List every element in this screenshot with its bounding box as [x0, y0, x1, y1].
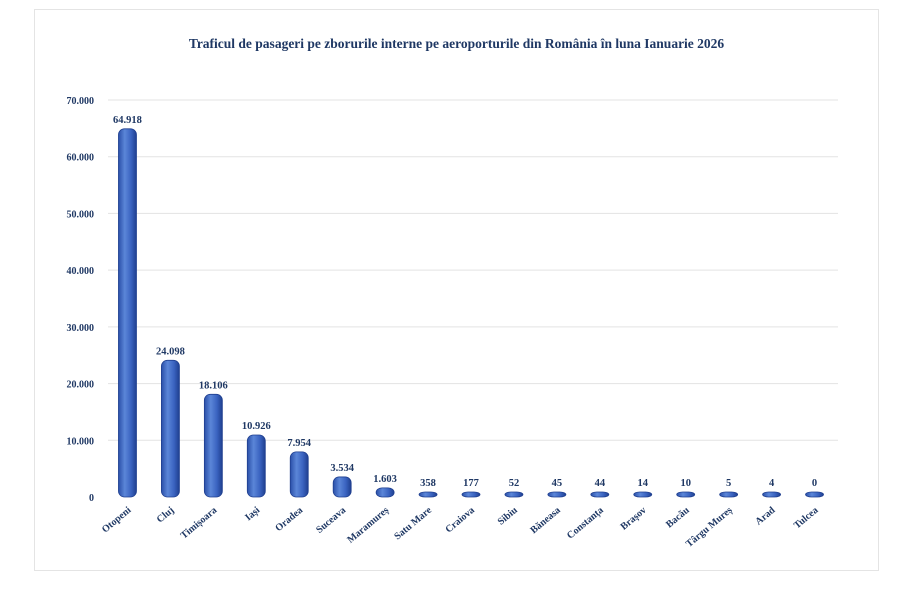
- y-tick-label: 0: [89, 493, 94, 504]
- y-tick-label: 20.000: [67, 380, 95, 391]
- x-tick-label: Brașov: [619, 505, 649, 533]
- data-label: 10: [680, 478, 691, 489]
- data-label: 358: [420, 478, 436, 489]
- x-tick-label: Arad: [753, 505, 777, 528]
- bar: [375, 487, 395, 498]
- bar: [203, 393, 223, 498]
- x-tick-label: Tulcea: [792, 505, 820, 531]
- y-tick-label: 60.000: [67, 153, 95, 164]
- chart-title: Traficul de pasageri pe zborurile intern…: [188, 36, 725, 51]
- bar: [633, 491, 653, 498]
- x-tick-label: Sibiu: [496, 505, 520, 528]
- y-tick-label: 70.000: [67, 96, 95, 107]
- x-tick-label: Băneasa: [528, 505, 562, 536]
- data-label: 24.098: [156, 346, 185, 357]
- bar: [504, 491, 524, 498]
- data-label: 0: [812, 478, 817, 489]
- data-label: 3.534: [330, 463, 354, 474]
- bar: [676, 491, 696, 498]
- bar: [118, 128, 137, 498]
- x-axis-labels: Otopeni Cluj Timișoara Iași Oradea SuceavaMar…: [100, 505, 821, 550]
- data-labels: 64.918 24.098 18.106 10.926 7.954 3.534 1.603 3…: [113, 115, 817, 489]
- data-label: 44: [595, 478, 606, 489]
- y-tick-label: 40.000: [67, 266, 95, 277]
- data-label: 45: [552, 478, 563, 489]
- data-label: 10.926: [242, 421, 271, 432]
- data-label: 52: [509, 478, 520, 489]
- data-label: 14: [638, 478, 649, 489]
- bar: [547, 491, 567, 498]
- y-tick-label: 30.000: [67, 323, 95, 334]
- x-tick-label: Iași: [243, 505, 262, 524]
- data-label: 4: [769, 478, 775, 489]
- bar: [161, 359, 180, 498]
- bar: [246, 434, 266, 498]
- y-axis-ticks: 0 10.000 20.000 30.000 40.000 50.000 60.000 70.…: [67, 96, 95, 504]
- bar: [418, 491, 438, 498]
- y-tick-label: 10.000: [67, 436, 95, 447]
- bar: [762, 491, 781, 498]
- bar: [590, 491, 610, 498]
- x-tick-label: Cluj: [155, 505, 177, 526]
- bar: [719, 491, 739, 498]
- x-tick-label: Satu Mare: [392, 505, 434, 543]
- data-label: 64.918: [113, 115, 142, 126]
- bar: [461, 491, 481, 498]
- x-tick-label: Oradea: [273, 505, 305, 534]
- y-tick-label: 50.000: [67, 209, 95, 220]
- data-label: 5: [726, 478, 731, 489]
- x-tick-label: Constanța: [565, 505, 606, 542]
- bar: [332, 476, 352, 498]
- x-tick-label: Suceava: [314, 505, 348, 536]
- data-label: 18.106: [199, 380, 228, 391]
- gridlines: [108, 99, 838, 441]
- bar: [805, 491, 824, 498]
- x-tick-label: Otopeni: [100, 505, 134, 536]
- data-label: 177: [463, 478, 479, 489]
- x-tick-label: Maramureș: [345, 505, 391, 546]
- x-tick-label: Bacău: [664, 505, 692, 531]
- bar: [289, 451, 309, 498]
- x-tick-label: Craiova: [443, 505, 476, 536]
- data-label: 7.954: [287, 438, 311, 449]
- data-label: 1.603: [373, 474, 397, 485]
- x-tick-label: Timișoara: [179, 505, 220, 542]
- x-tick-label: Târgu Mureș: [684, 505, 735, 550]
- bars: [118, 128, 824, 498]
